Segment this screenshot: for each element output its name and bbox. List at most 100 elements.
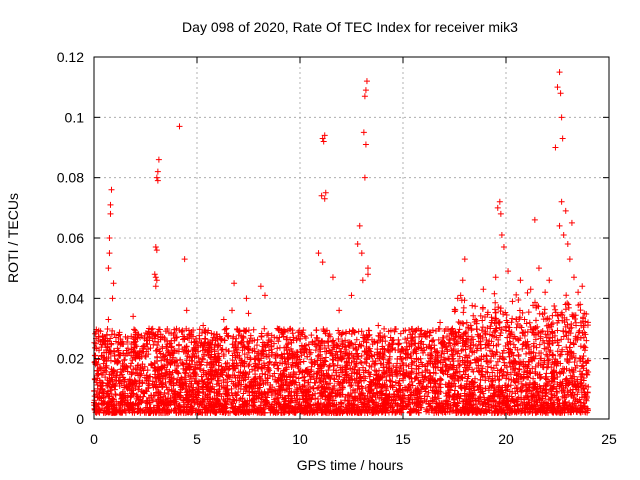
- data-point-marker: [133, 395, 140, 402]
- data-point-marker: [330, 337, 337, 344]
- data-point-marker: [331, 376, 338, 383]
- data-point-marker: [526, 319, 533, 326]
- data-point-marker: [544, 353, 551, 360]
- data-point-marker: [156, 366, 163, 373]
- data-point-marker: [325, 367, 332, 374]
- data-point-marker: [495, 304, 502, 311]
- data-point-marker: [431, 379, 438, 386]
- data-point-marker: [170, 399, 177, 406]
- data-point-marker: [412, 333, 419, 340]
- data-point-marker: [394, 403, 401, 410]
- data-point-marker: [224, 395, 231, 402]
- data-point-marker: [418, 345, 425, 352]
- data-point-marker: [366, 381, 373, 388]
- data-point-marker: [127, 394, 134, 401]
- data-point-marker: [135, 401, 142, 408]
- data-point-marker: [135, 386, 142, 393]
- data-point-marker: [136, 383, 143, 390]
- data-point-marker: [146, 373, 153, 380]
- data-point-marker: [158, 371, 165, 378]
- data-point-marker: [225, 409, 232, 416]
- data-point-marker: [110, 367, 117, 374]
- data-point-marker: [569, 313, 576, 320]
- data-point-marker: [348, 330, 355, 337]
- data-point-marker: [500, 311, 507, 318]
- data-point-marker: [295, 365, 302, 372]
- data-point-marker: [202, 326, 209, 333]
- data-point-marker: [541, 399, 548, 406]
- data-point-marker: [516, 359, 523, 366]
- data-point-marker: [444, 348, 451, 355]
- data-point-marker: [496, 376, 503, 383]
- data-point-marker: [465, 325, 472, 332]
- data-point-marker: [385, 347, 392, 354]
- data-point-marker: [200, 380, 207, 387]
- data-point-marker: [218, 337, 225, 344]
- data-point-marker: [353, 345, 360, 352]
- data-point-marker: [133, 343, 140, 350]
- data-point-marker: [274, 345, 281, 352]
- data-point-marker: [492, 299, 499, 306]
- data-point-marker: [300, 389, 307, 396]
- data-point-marker: [383, 373, 390, 380]
- data-point-marker: [469, 302, 476, 309]
- data-point-marker: [368, 352, 375, 359]
- data-point-marker: [526, 346, 533, 353]
- data-point-marker: [222, 365, 229, 372]
- data-point-marker: [513, 291, 520, 298]
- data-point-marker: [563, 332, 570, 339]
- chart-title: Day 098 of 2020, Rate Of TEC Index for r…: [182, 19, 518, 35]
- data-point-marker: [554, 381, 561, 388]
- data-point-marker: [495, 391, 502, 398]
- data-point-marker: [244, 383, 251, 390]
- data-point-marker: [455, 390, 462, 397]
- data-point-marker: [543, 334, 550, 341]
- data-point-marker: [394, 360, 401, 367]
- data-point-marker: [137, 406, 144, 413]
- data-point-marker: [348, 407, 355, 414]
- data-point-marker: [363, 407, 370, 414]
- data-point-marker: [116, 331, 123, 338]
- data-point-marker: [524, 289, 531, 296]
- data-point-marker: [272, 399, 279, 406]
- data-point-marker: [584, 371, 591, 378]
- data-point-marker: [571, 373, 578, 380]
- data-point-marker: [450, 335, 457, 342]
- data-point-marker: [126, 376, 133, 383]
- data-point-marker: [470, 312, 477, 319]
- data-point-marker: [162, 369, 169, 376]
- data-point-marker: [218, 363, 225, 370]
- data-point-marker: [554, 327, 561, 334]
- data-point-marker: [422, 388, 429, 395]
- data-point-marker: [378, 409, 385, 416]
- data-point-marker: [120, 362, 127, 369]
- data-point-marker: [159, 409, 166, 416]
- data-point-marker: [137, 334, 144, 341]
- data-point-marker: [144, 374, 151, 381]
- data-point-marker: [334, 342, 341, 349]
- data-point-marker: [436, 325, 443, 332]
- data-point-marker: [104, 343, 111, 350]
- data-point-marker: [523, 343, 530, 350]
- data-point-marker: [131, 326, 138, 333]
- data-point-marker: [140, 342, 147, 349]
- data-point-marker: [96, 347, 103, 354]
- data-point-marker: [172, 405, 179, 412]
- data-point-marker: [157, 398, 164, 405]
- data-point-marker: [532, 299, 539, 306]
- data-point-marker: [508, 319, 515, 326]
- data-point-marker: [339, 369, 346, 376]
- data-point-marker: [175, 370, 182, 377]
- data-point-marker: [408, 375, 415, 382]
- data-point-marker: [549, 408, 556, 415]
- data-point-marker: [559, 365, 566, 372]
- data-point-marker: [194, 398, 201, 405]
- data-point-marker: [375, 372, 382, 379]
- data-point-marker: [377, 350, 384, 357]
- data-point-marker: [245, 344, 252, 351]
- data-point-marker: [360, 373, 367, 380]
- data-point-marker: [302, 368, 309, 375]
- data-point-marker: [479, 317, 486, 324]
- data-point-marker: [475, 386, 482, 393]
